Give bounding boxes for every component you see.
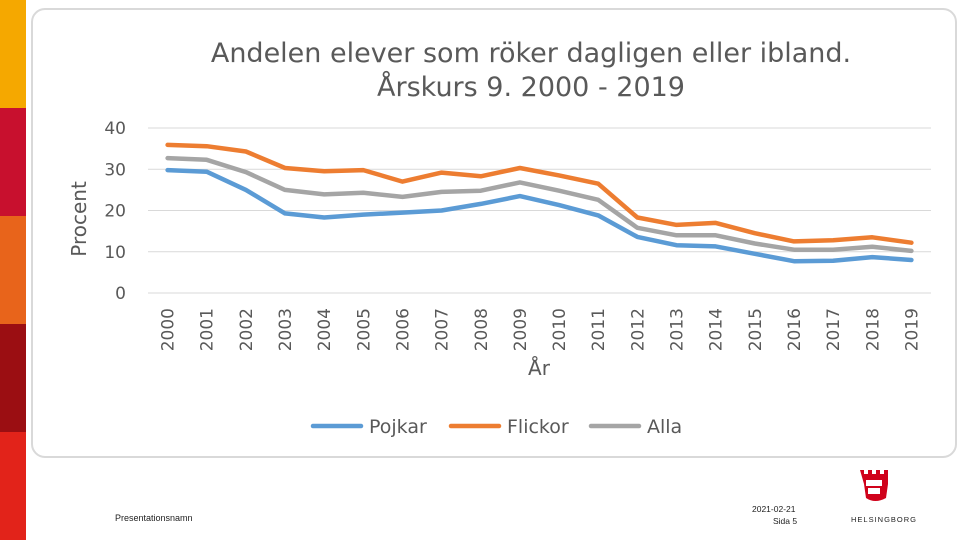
line-chart: Andelen elever som röker dagligen eller … (67, 38, 931, 438)
legend-label-flickor: Flickor (507, 416, 569, 438)
accent-stripe-dark-red (0, 324, 26, 432)
x-tick-label: 2004 (315, 308, 335, 351)
x-tick-label: 2009 (511, 308, 531, 351)
accent-stripe-red (0, 108, 26, 216)
x-tick-label: 2005 (354, 308, 374, 351)
footer-page-number: Sida 5 (773, 516, 798, 526)
x-tick-label: 2006 (393, 308, 413, 351)
x-tick-label: 2013 (668, 308, 688, 351)
x-axis-title: År (528, 356, 551, 380)
x-tick-label: 2019 (902, 308, 922, 351)
footer-presentation-name: Presentationsnamn (115, 513, 193, 523)
y-tick-label: 30 (104, 160, 126, 180)
accent-stripe-orange (0, 216, 26, 324)
y-tick-label: 0 (115, 284, 126, 304)
y-axis-ticks: 0 10 20 30 40 (104, 119, 126, 304)
svg-text:HELSINGBORG: HELSINGBORG (851, 515, 917, 524)
y-tick-label: 20 (104, 202, 126, 222)
x-tick-label: 2012 (628, 308, 648, 351)
x-axis-ticks: 2000 2001 2002 2003 2004 2005 2006 2007 2008 2009… (159, 308, 923, 351)
x-tick-label: 2010 (550, 308, 570, 351)
legend-label-alla: Alla (647, 416, 682, 438)
x-tick-label: 2015 (746, 308, 766, 351)
chart-frame (31, 8, 957, 458)
chart-title-line1: Andelen elever som röker dagligen eller … (211, 38, 851, 69)
series-lines (165, 142, 914, 264)
crest-icon: HELSINGBORG (851, 470, 917, 524)
x-tick-label: 2008 (472, 308, 492, 351)
series-line-pojkar (165, 167, 914, 264)
series-line-flickor (165, 142, 914, 245)
y-axis-title: Procent (67, 181, 91, 257)
helsingborg-logo: HELSINGBORG (838, 468, 928, 528)
x-tick-label: 2007 (433, 308, 453, 351)
legend: Pojkar Flickor Alla (310, 416, 682, 438)
legend-label-pojkar: Pojkar (369, 416, 427, 438)
x-tick-label: 2016 (785, 308, 805, 351)
footer-date: 2021-02-21 (752, 504, 796, 514)
x-tick-label: 2001 (198, 308, 218, 351)
x-tick-label: 2018 (863, 308, 883, 351)
accent-stripe-bright-red (0, 432, 26, 540)
chart-title-line2: Årskurs 9. 2000 - 2019 (377, 71, 685, 103)
x-tick-label: 2002 (237, 308, 257, 351)
x-tick-label: 2014 (707, 308, 727, 351)
y-tick-label: 10 (104, 243, 126, 263)
x-tick-label: 2000 (159, 308, 179, 351)
accent-stripe-yellow (0, 0, 26, 108)
x-tick-label: 2011 (589, 308, 609, 351)
x-tick-label: 2003 (276, 308, 296, 351)
y-tick-label: 40 (104, 119, 126, 139)
x-tick-label: 2017 (824, 308, 844, 351)
gridlines (148, 127, 931, 294)
series-line-alla (165, 155, 914, 254)
